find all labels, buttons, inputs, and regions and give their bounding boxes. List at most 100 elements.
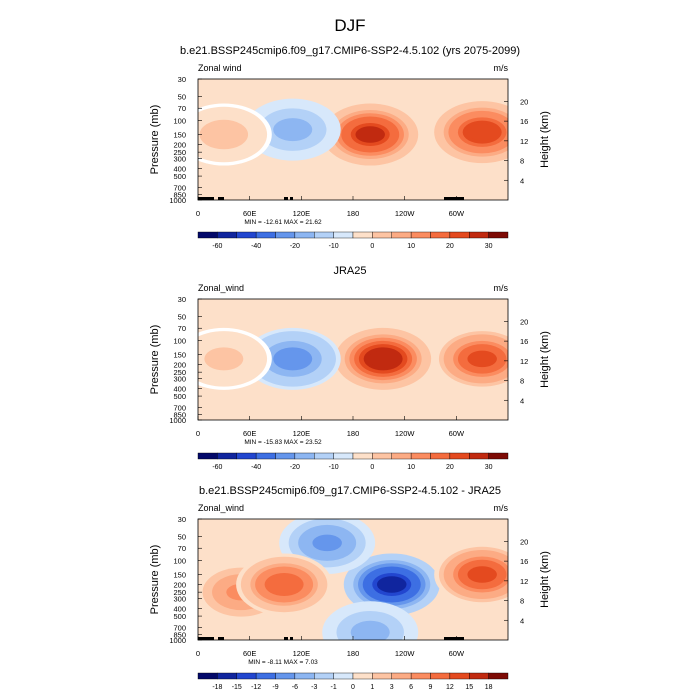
y-tick-label: 200 xyxy=(173,140,186,149)
y-tick-label: 400 xyxy=(173,604,186,613)
contour-level xyxy=(467,123,497,141)
y-right-tick-label: 12 xyxy=(520,577,528,586)
chart-panel: b.e21.BSSP245cmip6.f09_g17.CMIP6-SSP2-4.… xyxy=(149,485,551,691)
x-tick-label: 0 xyxy=(196,209,200,218)
colorbar-box xyxy=(488,672,509,680)
colorbar-label: -12 xyxy=(251,684,261,691)
colorbar-box xyxy=(410,452,431,460)
y-tick-label: 70 xyxy=(178,104,186,113)
topography-mask xyxy=(444,197,464,200)
x-tick-label: 120E xyxy=(293,649,311,658)
topography-mask xyxy=(198,197,214,200)
y-tick-label: 700 xyxy=(173,184,186,193)
y-right-tick-label: 16 xyxy=(520,337,528,346)
panels: b.e21.BSSP245cmip6.f09_g17.CMIP6-SSP2-4.… xyxy=(149,45,551,691)
colorbar-label: -9 xyxy=(272,684,278,691)
colorbar: -60 -40 -20 -10 0 10 20 30 xyxy=(197,452,509,471)
x-tick-label: 120E xyxy=(293,209,311,218)
y-right-tick-label: 4 xyxy=(520,396,524,405)
colorbar-label: 10 xyxy=(407,243,415,250)
units-label: m/s xyxy=(494,283,509,293)
y-right-tick-label: 20 xyxy=(520,537,528,546)
y-tick-label: 500 xyxy=(173,172,186,181)
colorbar-label: -60 xyxy=(212,243,222,250)
x-tick-label: 60E xyxy=(243,649,256,658)
colorbar-label: 0 xyxy=(370,464,374,471)
x-tick-label: 120E xyxy=(293,429,311,438)
units-label: m/s xyxy=(494,503,509,513)
topography-mask xyxy=(284,637,288,640)
colorbar-label: 20 xyxy=(446,464,454,471)
colorbar-label: 0 xyxy=(370,243,374,250)
colorbar-box xyxy=(314,452,334,460)
x-tick-label: 0 xyxy=(196,429,200,438)
colorbar-box xyxy=(449,231,470,239)
colorbar-label: 15 xyxy=(465,684,473,691)
contour-level xyxy=(467,566,497,583)
panel-title: b.e21.BSSP245cmip6.f09_g17.CMIP6-SSP2-4.… xyxy=(180,45,520,57)
x-tick-label: 120W xyxy=(395,429,416,438)
colorbar-box xyxy=(410,672,431,680)
colorbar-box xyxy=(236,231,257,239)
colorbar: -60 -40 -20 -10 0 10 20 30 xyxy=(197,231,509,250)
x-tick-label: 180 xyxy=(347,649,360,658)
colorbar-box xyxy=(372,231,392,239)
topography-mask xyxy=(444,637,464,640)
colorbar-label: -60 xyxy=(212,464,222,471)
colorbar-box xyxy=(352,452,373,460)
y-tick-label: 250 xyxy=(173,368,186,377)
colorbar-box xyxy=(255,672,276,680)
field-label: Zonal_wind xyxy=(198,283,244,293)
colorbar-box xyxy=(275,231,296,239)
panel-title: JRA25 xyxy=(333,265,366,277)
y-right-axis-label: Height (km) xyxy=(539,551,551,608)
colorbar-box xyxy=(333,672,354,680)
x-tick-label: 0 xyxy=(196,649,200,658)
colorbar-box xyxy=(469,231,489,239)
y-right-tick-label: 8 xyxy=(520,597,524,606)
y-right-tick-label: 16 xyxy=(520,557,528,566)
colorbar-box xyxy=(294,452,315,460)
colorbar-box xyxy=(488,231,509,239)
colorbar-label: 6 xyxy=(409,684,413,691)
colorbar-label: -6 xyxy=(292,684,298,691)
contour-level xyxy=(269,576,299,593)
x-tick-label: 60E xyxy=(243,209,256,218)
colorbar-box xyxy=(314,672,334,680)
y-tick-label: 850 xyxy=(173,630,186,639)
y-tick-label: 400 xyxy=(173,384,186,393)
colorbar-box xyxy=(430,672,451,680)
y-tick-label: 150 xyxy=(173,571,186,580)
y-tick-label: 250 xyxy=(173,588,186,597)
y-tick-label: 700 xyxy=(173,624,186,633)
colorbar-label: -10 xyxy=(329,464,339,471)
colorbar-box xyxy=(294,231,315,239)
colorbar-label: -15 xyxy=(232,684,242,691)
contour-level xyxy=(277,121,308,138)
y-tick-label: 70 xyxy=(178,544,186,553)
x-tick-label: 180 xyxy=(347,209,360,218)
colorbar-label: 30 xyxy=(485,243,493,250)
contour-field xyxy=(198,519,508,640)
y-tick-label: 30 xyxy=(178,515,186,524)
y-tick-label: 250 xyxy=(173,148,186,157)
y-tick-label: 1000 xyxy=(169,416,186,425)
colorbar-box xyxy=(217,452,237,460)
y-right-tick-label: 20 xyxy=(520,97,528,106)
colorbar-box xyxy=(197,452,218,460)
y-tick-label: 1000 xyxy=(169,636,186,645)
colorbar-label: 9 xyxy=(429,684,433,691)
panel-title: b.e21.BSSP245cmip6.f09_g17.CMIP6-SSP2-4.… xyxy=(199,485,501,497)
y-tick-label: 200 xyxy=(173,360,186,369)
x-tick-label: 60W xyxy=(449,429,465,438)
y-right-tick-label: 8 xyxy=(520,157,524,166)
colorbar-box xyxy=(255,452,276,460)
colorbar-label: 10 xyxy=(407,464,415,471)
y-tick-label: 500 xyxy=(173,612,186,621)
y-right-tick-label: 4 xyxy=(520,616,524,625)
colorbar-box xyxy=(430,231,451,239)
colorbar-box xyxy=(449,672,470,680)
y-tick-label: 200 xyxy=(173,580,186,589)
